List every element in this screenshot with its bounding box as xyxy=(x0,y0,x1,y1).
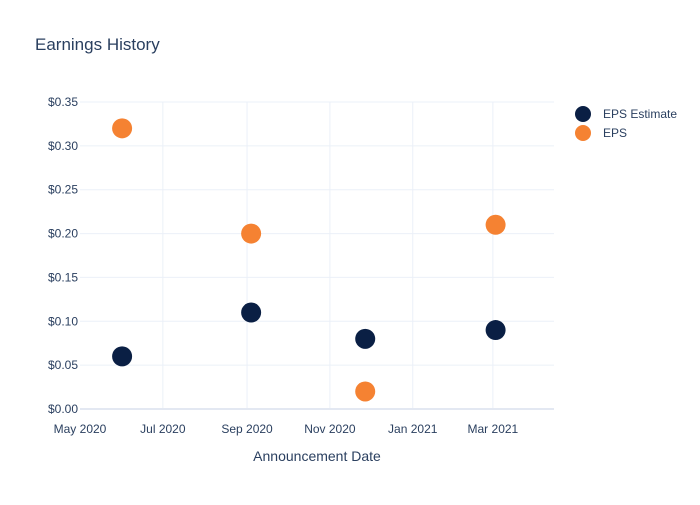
chart-title: Earnings History xyxy=(35,35,160,54)
x-tick-label: Sep 2020 xyxy=(221,422,273,436)
y-tick-label: $0.35 xyxy=(48,95,78,109)
axes: $0.00 $0.05 $0.10 $0.15 $0.20 $0.25 $0.30 $0.35… xyxy=(48,95,554,436)
grid-lines xyxy=(80,101,554,409)
x-tick-label: May 2020 xyxy=(54,422,107,436)
x-tick-label: Jan 2021 xyxy=(388,422,438,436)
y-tick-label: $0.25 xyxy=(48,183,78,197)
eps-point[interactable] xyxy=(241,223,262,244)
y-tick-label: $0.00 xyxy=(48,402,78,416)
x-tick-label: Jul 2020 xyxy=(140,422,186,436)
legend-marker-eps[interactable] xyxy=(575,125,591,141)
data-points xyxy=(112,118,506,402)
legend-marker-eps-estimate[interactable] xyxy=(575,106,591,122)
y-tick-label: $0.20 xyxy=(48,227,78,241)
x-tick-label: Mar 2021 xyxy=(468,422,519,436)
eps-point[interactable] xyxy=(485,214,506,235)
eps-point[interactable] xyxy=(112,118,133,139)
eps-estimate-point[interactable] xyxy=(241,302,262,323)
eps-estimate-point[interactable] xyxy=(485,320,506,341)
legend-label-eps[interactable]: EPS xyxy=(603,126,627,140)
y-tick-label: $0.30 xyxy=(48,139,78,153)
x-tick-label: Nov 2020 xyxy=(304,422,356,436)
legend-label-eps-estimate[interactable]: EPS Estimate xyxy=(603,107,677,121)
eps-point[interactable] xyxy=(355,381,376,402)
eps-estimate-point[interactable] xyxy=(355,328,376,349)
y-tick-label: $0.15 xyxy=(48,270,78,284)
y-tick-label: $0.05 xyxy=(48,358,78,372)
y-tick-label: $0.10 xyxy=(48,314,78,328)
x-axis-label: Announcement Date xyxy=(253,448,381,464)
legend[interactable]: EPS Estimate EPS xyxy=(575,106,677,141)
eps-estimate-point[interactable] xyxy=(112,346,133,367)
